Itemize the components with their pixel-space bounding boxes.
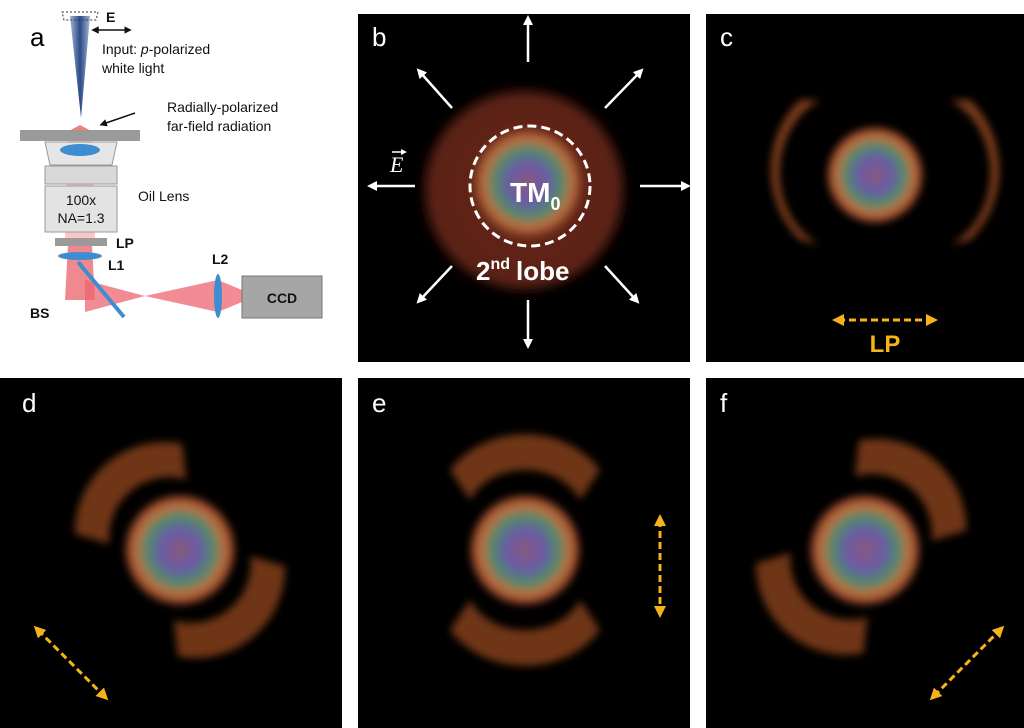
radiation-label: far-field radiation — [167, 118, 271, 134]
shape — [810, 495, 920, 605]
lens1-label: L1 — [108, 257, 125, 273]
panel-label: c — [720, 22, 733, 52]
radiation-label: Radially-polarized — [167, 99, 278, 115]
shape — [214, 274, 222, 318]
shape — [145, 280, 242, 312]
lens-label: Oil Lens — [138, 188, 189, 204]
input-label: white light — [101, 60, 164, 76]
lobe-superscript: nd — [490, 256, 510, 273]
lens2-label: L2 — [212, 251, 229, 267]
shape — [70, 16, 90, 118]
splitter-label: BS — [30, 305, 49, 321]
shape — [20, 130, 140, 141]
panel-label: a — [30, 22, 45, 52]
input-italic: p — [140, 41, 149, 57]
panel-label: e — [372, 388, 386, 418]
camera-label: CCD — [267, 290, 297, 306]
input-suffix: -polarized — [149, 41, 210, 57]
shape — [45, 166, 117, 184]
lobe-word: lobe — [516, 256, 569, 286]
page: a E Input: p-polarized white light Radia… — [0, 0, 1024, 728]
input-prefix: Input: — [102, 41, 141, 57]
shape — [827, 127, 923, 223]
mode: TM — [510, 177, 550, 208]
shape — [60, 144, 100, 156]
shape — [55, 238, 107, 246]
input-label: Input: p-polarized — [102, 41, 210, 57]
field-label: E — [106, 9, 115, 25]
images — [0, 14, 1024, 728]
panel-label: f — [720, 388, 728, 418]
panel-label: b — [372, 22, 386, 52]
figure: a E Input: p-polarized white light Radia… — [0, 0, 1024, 728]
lobe-number: 2 — [476, 256, 490, 286]
mode-subscript: 0 — [550, 194, 560, 214]
panel-label: d — [22, 388, 36, 418]
magnification: 100x — [66, 192, 96, 208]
shape — [103, 113, 135, 124]
polarizer-label: LP — [116, 235, 134, 251]
schematic — [20, 12, 322, 318]
aperture: NA=1.3 — [57, 210, 104, 226]
shape — [58, 252, 102, 260]
field-label: E — [389, 152, 404, 177]
polarizer-label: LP — [870, 331, 901, 358]
shape — [125, 495, 235, 605]
shape — [470, 495, 580, 605]
